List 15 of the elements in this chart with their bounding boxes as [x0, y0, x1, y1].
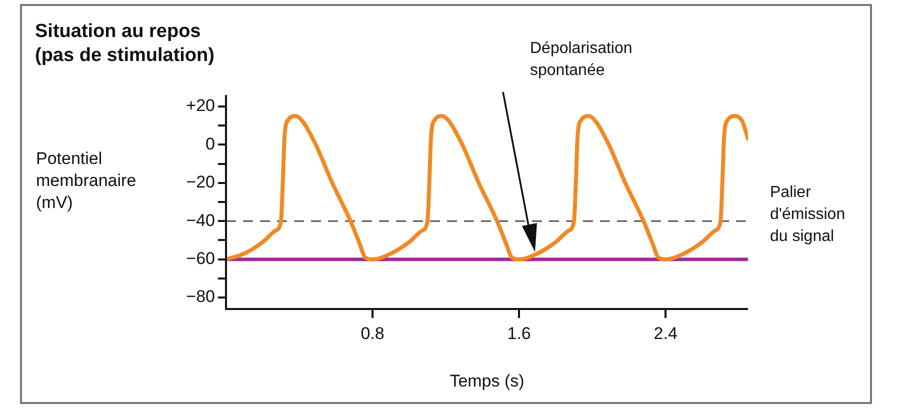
- x-axis-title: Temps (s): [450, 371, 524, 390]
- y-tick-label: +20: [186, 96, 215, 116]
- text: Dépolarisation spontanée: [530, 39, 634, 81]
- y-tick-label: −20: [186, 172, 215, 192]
- x-tick-label: 2.4: [654, 324, 678, 343]
- ref-line-label: Palier d'émission du signal: [770, 183, 846, 247]
- y-tick-label: −40: [186, 210, 215, 230]
- y-tick-label: −80: [186, 287, 215, 306]
- chart-title: Situation au repos (pas de stimulation): [35, 20, 216, 68]
- y-tick-label: 0: [206, 134, 215, 154]
- line-series: [226, 114, 748, 262]
- x-tick-label: 0.8: [360, 324, 384, 343]
- y-axis-title: Potentiel membranaire (mV): [36, 148, 138, 214]
- x-tick-label: 1.6: [507, 324, 531, 343]
- y-tick-label: −60: [186, 249, 215, 268]
